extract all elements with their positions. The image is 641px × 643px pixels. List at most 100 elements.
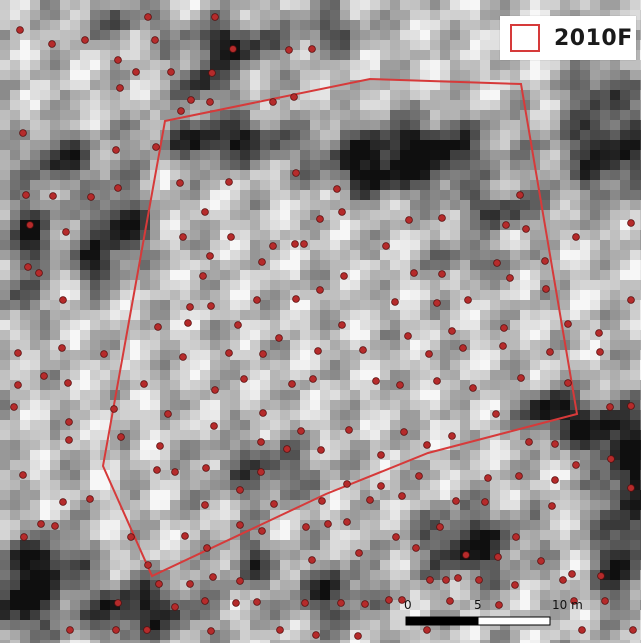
red-dot-icon: [152, 143, 160, 151]
red-dot-icon: [171, 603, 179, 611]
red-dot-icon: [359, 346, 367, 354]
red-dot-icon: [144, 561, 152, 569]
red-dot-icon: [459, 344, 467, 352]
map-legend: 2010F: [500, 16, 636, 60]
red-dot-icon: [154, 323, 162, 331]
red-dot-icon: [269, 98, 277, 106]
red-dot-icon: [343, 480, 351, 488]
red-dot-icon: [515, 472, 523, 480]
red-dot-icon: [433, 377, 441, 385]
red-dot-icon: [405, 216, 413, 224]
red-dot-icon: [345, 426, 353, 434]
red-dot-icon: [151, 36, 159, 44]
red-dot-icon: [452, 497, 460, 505]
red-dot-icon: [398, 596, 406, 604]
scale-tick-0: 0: [404, 598, 412, 612]
red-dot-icon: [606, 403, 614, 411]
tree-points-layer: [10, 13, 637, 640]
red-dot-icon: [26, 221, 34, 229]
red-dot-icon: [400, 428, 408, 436]
red-dot-icon: [297, 427, 305, 435]
red-dot-icon: [572, 233, 580, 241]
red-dot-icon: [86, 495, 94, 503]
red-dot-icon: [499, 342, 507, 350]
red-dot-icon: [290, 93, 298, 101]
red-dot-icon: [423, 626, 431, 634]
red-dot-icon: [433, 299, 441, 307]
red-dot-icon: [516, 191, 524, 199]
plot-boundary-polygon[interactable]: [101, 77, 579, 578]
red-dot-icon: [112, 146, 120, 154]
red-dot-icon: [225, 349, 233, 357]
red-dot-icon: [423, 441, 431, 449]
red-dot-icon: [308, 45, 316, 53]
red-dot-icon: [236, 486, 244, 494]
red-dot-icon: [10, 403, 18, 411]
red-dot-icon: [385, 596, 393, 604]
red-dot-icon: [564, 379, 572, 387]
red-dot-icon: [116, 84, 124, 92]
red-dot-icon: [258, 527, 266, 535]
red-dot-icon: [259, 409, 267, 417]
red-dot-icon: [258, 258, 266, 266]
red-dot-icon: [398, 492, 406, 500]
red-dot-icon: [114, 184, 122, 192]
red-dot-icon: [201, 597, 209, 605]
red-dot-icon: [308, 556, 316, 564]
red-dot-icon: [462, 551, 470, 559]
red-dot-icon: [234, 321, 242, 329]
red-dot-icon: [171, 468, 179, 476]
red-dot-icon: [184, 319, 192, 327]
red-dot-icon: [206, 252, 214, 260]
red-dot-icon: [564, 320, 572, 328]
red-dot-icon: [412, 544, 420, 552]
red-dot-icon: [597, 572, 605, 580]
red-dot-icon: [438, 270, 446, 278]
red-dot-icon: [464, 296, 472, 304]
red-dot-icon: [404, 332, 412, 340]
red-dot-icon: [559, 576, 567, 584]
red-dot-icon: [493, 259, 501, 267]
red-dot-icon: [607, 455, 615, 463]
red-dot-icon: [143, 626, 151, 634]
red-dot-icon: [410, 269, 418, 277]
red-dot-icon: [179, 233, 187, 241]
red-dot-icon: [292, 295, 300, 303]
red-dot-icon: [177, 107, 185, 115]
red-dot-icon: [442, 576, 450, 584]
red-dot-icon: [164, 410, 172, 418]
red-dot-icon: [19, 129, 27, 137]
red-dot-icon: [65, 436, 73, 444]
red-dot-icon: [494, 553, 502, 561]
red-dot-icon: [551, 476, 559, 484]
red-dot-icon: [127, 533, 135, 541]
red-dot-icon: [257, 468, 265, 476]
red-dot-icon: [377, 482, 385, 490]
red-dot-icon: [227, 233, 235, 241]
red-dot-icon: [301, 599, 309, 607]
red-dot-icon: [225, 178, 233, 186]
red-dot-icon: [59, 296, 67, 304]
red-dot-icon: [207, 627, 215, 635]
red-dot-icon: [144, 13, 152, 21]
red-dot-icon: [156, 442, 164, 450]
red-dot-icon: [391, 298, 399, 306]
red-dot-icon: [201, 501, 209, 509]
red-dot-icon: [19, 471, 27, 479]
red-dot-icon: [81, 36, 89, 44]
red-dot-icon: [500, 324, 508, 332]
red-dot-icon: [14, 349, 22, 357]
red-dot-icon: [201, 208, 209, 216]
red-dot-icon: [309, 375, 317, 383]
red-dot-icon: [502, 221, 510, 229]
red-dot-icon: [49, 192, 57, 200]
red-dot-icon: [426, 576, 434, 584]
red-dot-icon: [253, 598, 261, 606]
red-dot-icon: [64, 379, 72, 387]
red-dot-icon: [58, 344, 66, 352]
red-dot-icon: [506, 274, 514, 282]
red-dot-icon: [511, 581, 519, 589]
red-dot-icon: [316, 286, 324, 294]
